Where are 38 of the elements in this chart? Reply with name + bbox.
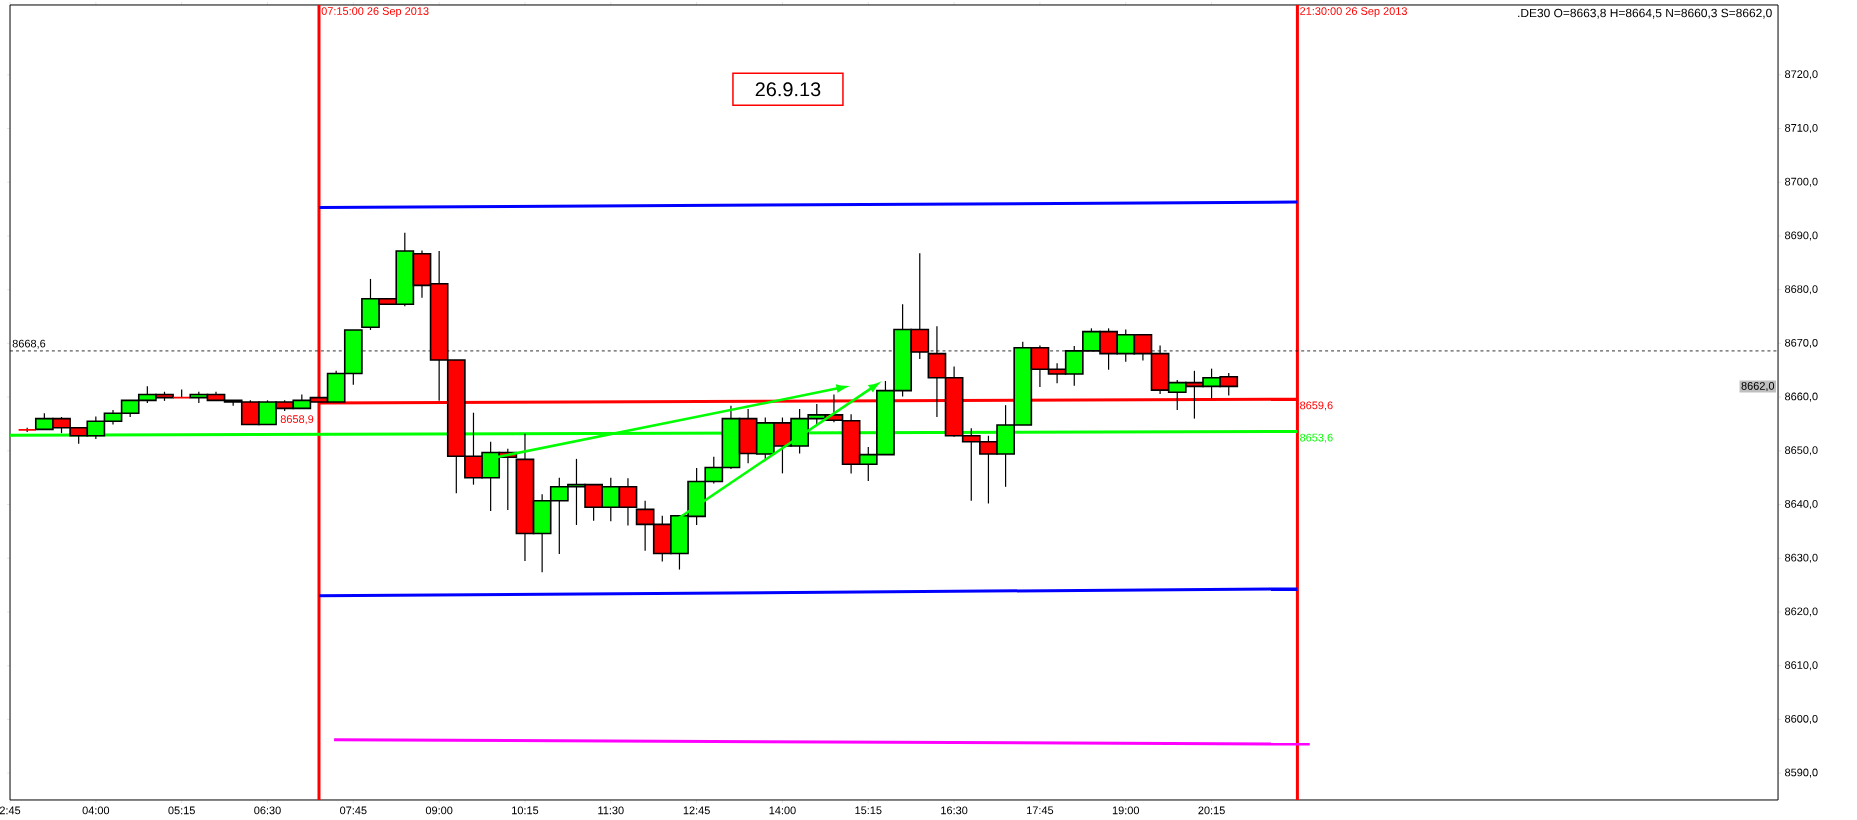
x-tick-label: 07:45 <box>340 806 367 815</box>
x-tick-label: 09:00 <box>425 806 453 815</box>
y-tick-label: 8670,0 <box>1785 338 1818 348</box>
x-tick-label: 04:00 <box>82 806 110 815</box>
annotation: 26.9.13 <box>755 82 821 97</box>
y-tick-label: 8630,0 <box>1785 553 1818 563</box>
x-tick-label: 12:45 <box>683 806 710 815</box>
data-label: 8658,9 <box>280 415 314 425</box>
y-tick-label: 8660,0 <box>1785 392 1818 402</box>
x-tick-label: 15:15 <box>855 806 882 815</box>
y-tick-label: 8610,0 <box>1785 661 1818 671</box>
y-tick-label: 8720,0 <box>1785 70 1818 80</box>
x-tick-label: 20:15 <box>1198 806 1225 815</box>
y-tick-label: 8700,0 <box>1785 177 1818 187</box>
y-tick-label: 8640,0 <box>1785 500 1818 510</box>
x-tick-label: 19:00 <box>1112 806 1140 815</box>
x-tick-label: 14:00 <box>769 806 796 815</box>
x-tick-label: 06:30 <box>254 806 281 815</box>
x-tick-label: 16:30 <box>941 806 968 815</box>
x-tick-label: 11:30 <box>598 806 624 815</box>
ref-line-label: 07:15:00 26 Sep 2013 <box>321 7 429 18</box>
ref-line-label: 8668,6 <box>12 339 46 349</box>
y-tick-label: 8690,0 <box>1785 231 1818 241</box>
y-tick-label: 8590,0 <box>1785 768 1818 778</box>
ref-line-label: 21:30:00 26 Sep 2013 <box>1300 7 1407 18</box>
y-tick-label: 8600,0 <box>1785 714 1818 724</box>
y-tick-label: 8620,0 <box>1785 607 1818 617</box>
x-tick-label: 05:15 <box>168 806 195 815</box>
x-tick-label: 2:45 <box>0 806 21 815</box>
data-label: 8653,6 <box>1300 433 1333 443</box>
y-tick-label: 8680,0 <box>1785 285 1818 295</box>
annotation: 8662,0 <box>1741 382 1775 392</box>
data-label: 8659,6 <box>1300 401 1333 411</box>
x-tick-label: 17:45 <box>1027 806 1054 815</box>
y-tick-label: 8710,0 <box>1785 124 1818 134</box>
annotation: .DE30 O=8663,8 H=8664,5 N=8660,3 S=8662,0 <box>1518 8 1772 19</box>
x-tick-label: 10:15 <box>512 806 539 815</box>
y-tick-label: 8650,0 <box>1785 446 1818 456</box>
